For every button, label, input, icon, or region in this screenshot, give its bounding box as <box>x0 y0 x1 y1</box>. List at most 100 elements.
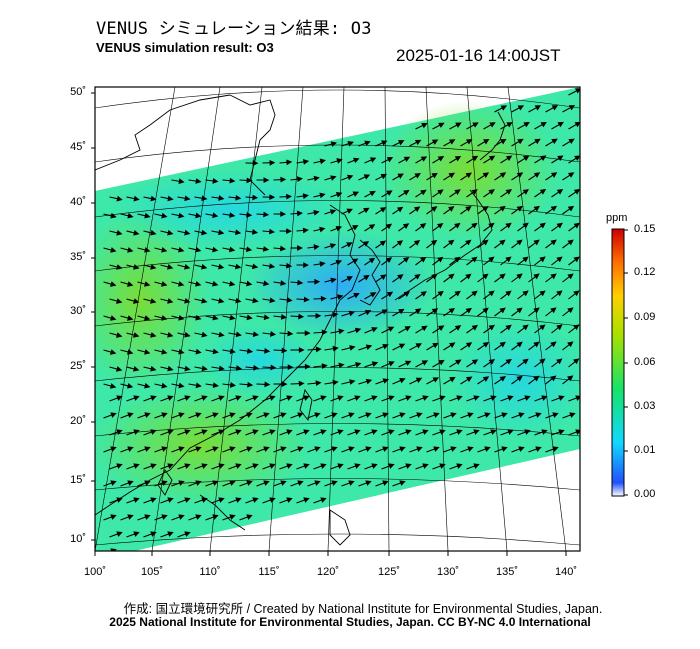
wind-arrowhead <box>184 229 191 236</box>
wind-arrowhead <box>587 106 592 110</box>
wind-arrowhead <box>315 346 322 353</box>
wind-arrowhead <box>252 297 259 304</box>
wind-arrowhead <box>364 140 371 147</box>
wind-arrowhead <box>212 314 219 321</box>
wind-arrowhead <box>116 531 123 537</box>
wind-arrowhead <box>116 332 123 338</box>
wind-arrowhead <box>585 376 589 380</box>
wind-arrowhead <box>402 223 410 230</box>
wind-arrowhead <box>431 139 439 145</box>
wind-arrowhead <box>263 446 270 452</box>
wind-arrow <box>579 314 580 317</box>
wind-arrowhead <box>448 273 455 280</box>
wind-arrowhead <box>397 274 404 280</box>
wind-arrowhead <box>522 358 529 365</box>
wind-arrowhead <box>127 212 134 219</box>
wind-arrowhead <box>313 175 320 182</box>
wind-arrowhead <box>437 222 444 229</box>
copyright-text: 2025 National Institute for Environmenta… <box>109 615 591 629</box>
wind-arrowhead <box>405 463 412 469</box>
wind-arrowhead <box>522 155 530 162</box>
wind-arrowhead <box>567 205 575 212</box>
wind-arrowhead <box>465 205 472 212</box>
wind-arrowhead <box>229 177 236 184</box>
lon-label-135: 135˚ <box>495 566 519 578</box>
wind-arrowhead <box>516 239 523 246</box>
wind-arrowhead <box>540 122 547 128</box>
wind-arrowhead <box>499 375 507 382</box>
wind-arrowhead <box>167 365 174 372</box>
lat-label-20: 20˚ <box>70 415 86 427</box>
wind-arrowhead <box>348 480 355 486</box>
wind-arrowhead <box>488 189 495 195</box>
wind-arrowhead <box>450 446 457 452</box>
wind-arrowhead <box>558 395 565 401</box>
wind-arrowhead <box>303 429 310 435</box>
wind-arrowhead <box>184 331 191 338</box>
wind-arrowhead <box>415 343 422 349</box>
wind-arrowhead <box>184 365 191 372</box>
wind-arrowhead <box>270 331 277 337</box>
wind-arrowhead <box>539 290 546 297</box>
wind-arrowhead <box>133 298 140 304</box>
wind-arrowhead <box>331 480 338 486</box>
wind-arrow <box>579 246 580 249</box>
wind-arrowhead <box>433 446 440 452</box>
wind-arrowhead <box>501 446 508 452</box>
wind-arrowhead <box>388 429 395 435</box>
mid-ozone-area-center <box>200 325 320 395</box>
wind-arrowhead <box>280 480 287 486</box>
wind-arrowhead <box>212 246 219 253</box>
wind-arrowhead <box>178 514 185 520</box>
wind-arrowhead <box>201 195 208 202</box>
wind-arrowhead <box>167 332 174 338</box>
wind-arrowhead <box>575 429 580 435</box>
wind-arrowhead <box>403 156 411 163</box>
wind-arrowhead <box>167 229 174 236</box>
wind-arrowhead <box>398 308 405 315</box>
wind-arrowhead <box>438 359 445 366</box>
wind-arrowhead <box>201 331 208 338</box>
wind-arrowhead <box>465 307 472 314</box>
wind-arrowhead <box>550 273 557 280</box>
wind-arrowhead <box>235 331 242 338</box>
wind-arrowhead <box>369 190 376 197</box>
wind-arrowhead <box>456 395 463 401</box>
wind-arrowhead <box>314 278 321 285</box>
colorbar-tick-label: 0.03 <box>634 400 656 412</box>
wind-arrowhead <box>567 341 574 348</box>
wind-arrow <box>579 280 580 283</box>
wind-arrowhead <box>178 212 185 219</box>
wind-arrowhead <box>387 326 395 332</box>
wind-arrowhead <box>315 380 322 387</box>
wind-arrow <box>579 382 580 385</box>
wind-arrowhead <box>280 412 287 418</box>
wind-arrowhead <box>541 429 548 435</box>
colorbar <box>611 228 625 497</box>
wind-arrowhead <box>471 222 478 229</box>
wind-arrowhead <box>422 463 429 469</box>
wind-arrowhead <box>184 429 191 435</box>
wind-arrowhead <box>201 263 208 270</box>
wind-arrow <box>586 359 596 367</box>
wind-arrowhead <box>465 376 473 383</box>
wind-arrowhead <box>246 480 253 486</box>
wind-arrowhead <box>500 105 507 111</box>
wind-arrowhead <box>144 446 151 452</box>
colorbar-unit: ppm <box>606 212 628 224</box>
wind-arrowhead <box>212 382 219 388</box>
wind-arrowhead <box>454 325 462 331</box>
wind-arrowhead <box>246 348 254 354</box>
wind-arrowhead <box>281 347 288 354</box>
wind-arrowhead <box>533 239 540 246</box>
wind-arrowhead <box>264 381 271 388</box>
mid-ozone-area-north <box>110 170 350 250</box>
wind-arrowhead <box>405 395 412 401</box>
wind-arrowhead <box>269 263 276 269</box>
wind-arrowhead <box>454 222 461 229</box>
wind-arrowhead <box>161 348 168 355</box>
wind-arrowhead <box>247 381 254 388</box>
wind-arrowhead <box>567 239 574 246</box>
wind-arrowhead <box>150 264 157 270</box>
wind-arrowhead <box>332 312 339 318</box>
